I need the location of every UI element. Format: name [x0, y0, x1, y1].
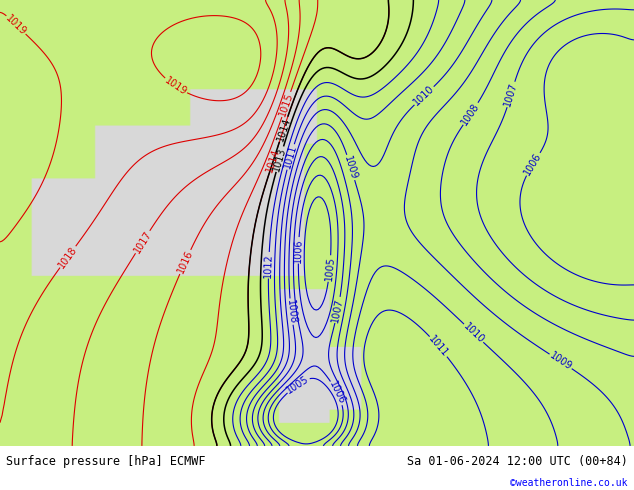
Text: 1006: 1006	[293, 238, 304, 263]
Text: 1017: 1017	[132, 229, 153, 255]
Text: 1008: 1008	[285, 299, 298, 324]
Text: 1005: 1005	[323, 256, 336, 281]
Text: 1013: 1013	[271, 146, 288, 172]
Text: ©weatheronline.co.uk: ©weatheronline.co.uk	[510, 478, 628, 489]
Text: 1010: 1010	[462, 321, 486, 345]
Text: 1010: 1010	[411, 84, 436, 108]
Text: 1012: 1012	[263, 253, 274, 278]
Text: 1007: 1007	[503, 81, 519, 108]
Text: 1008: 1008	[460, 101, 482, 127]
Text: 1007: 1007	[330, 297, 345, 323]
Text: 1009: 1009	[548, 350, 574, 372]
Text: 1014: 1014	[265, 147, 281, 174]
Text: 1011: 1011	[427, 334, 450, 359]
Text: 1011: 1011	[282, 144, 299, 170]
Text: 1019: 1019	[4, 13, 29, 37]
Text: 1009: 1009	[342, 154, 359, 181]
Text: 1014: 1014	[275, 116, 292, 143]
Text: 1019: 1019	[162, 75, 188, 97]
Text: 1015: 1015	[278, 91, 295, 118]
Text: 1016: 1016	[176, 249, 195, 275]
Text: 1006: 1006	[327, 380, 347, 406]
Text: 1018: 1018	[56, 244, 79, 270]
Text: Surface pressure [hPa] ECMWF: Surface pressure [hPa] ECMWF	[6, 455, 206, 468]
Text: Sa 01-06-2024 12:00 UTC (00+84): Sa 01-06-2024 12:00 UTC (00+84)	[407, 455, 628, 468]
Text: 1005: 1005	[285, 374, 311, 395]
Text: 1006: 1006	[522, 151, 543, 177]
